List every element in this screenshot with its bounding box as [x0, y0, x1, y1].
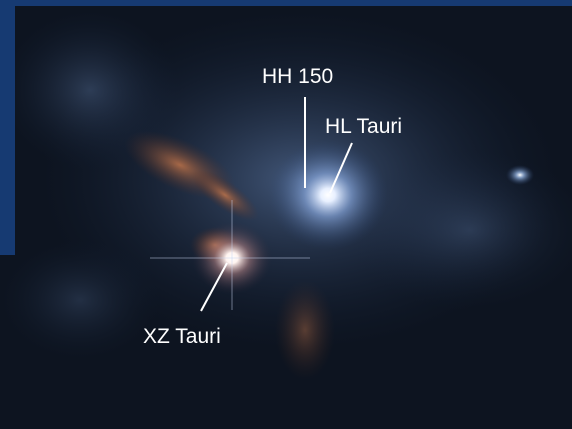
label: XZ Tauri: [143, 325, 221, 348]
label: HL Tauri: [325, 115, 402, 138]
label: HH 150: [262, 65, 333, 88]
pointer-line: [200, 262, 228, 312]
annotations: HH 150 HL Tauri XZ Tauri: [143, 65, 402, 348]
pointer-line: [329, 142, 353, 194]
